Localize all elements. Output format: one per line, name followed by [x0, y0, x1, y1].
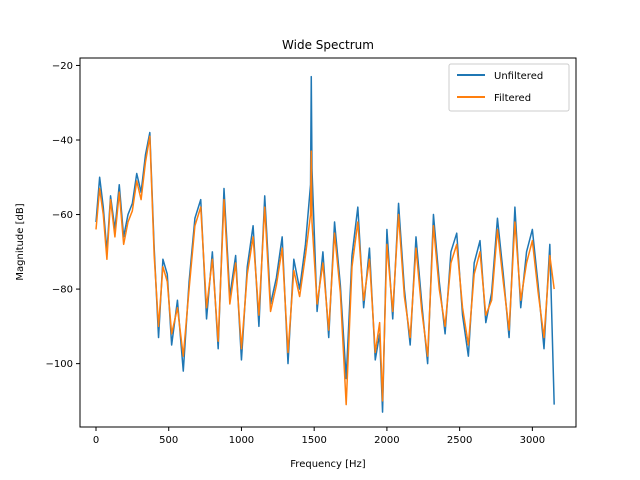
y-axis-ticks: −20 −40 −60 −80 −100	[46, 61, 80, 370]
x-axis-ticks: 0 500 1000 1500 2000 2500 3000	[93, 427, 545, 446]
x-tick-label: 500	[159, 435, 178, 446]
x-tick-label: 0	[93, 435, 99, 446]
legend-label-filtered: Filtered	[494, 93, 531, 104]
axes-frame	[79, 57, 577, 428]
y-tick-label: −60	[52, 210, 73, 221]
x-tick-label: 1000	[229, 435, 254, 446]
x-tick-label: 3000	[520, 435, 545, 446]
x-tick-label: 2500	[447, 435, 472, 446]
y-tick-label: −80	[52, 285, 73, 296]
x-tick-label: 1500	[301, 435, 326, 446]
x-tick-label: 2000	[374, 435, 399, 446]
y-axis-title: Magnitude [dB]	[15, 203, 26, 280]
plot-area	[80, 58, 576, 427]
legend-label-unfiltered: Unfiltered	[494, 71, 543, 82]
legend: Unfiltered Filtered	[448, 63, 570, 112]
chart-title: Wide Spectrum	[282, 38, 374, 52]
x-axis-title: Frequency [Hz]	[290, 459, 366, 470]
series-line-filtered	[95, 135, 555, 406]
y-tick-label: −40	[52, 136, 73, 147]
y-tick-label: −100	[46, 359, 73, 370]
y-tick-label: −20	[52, 61, 73, 72]
series-layer	[95, 75, 555, 413]
